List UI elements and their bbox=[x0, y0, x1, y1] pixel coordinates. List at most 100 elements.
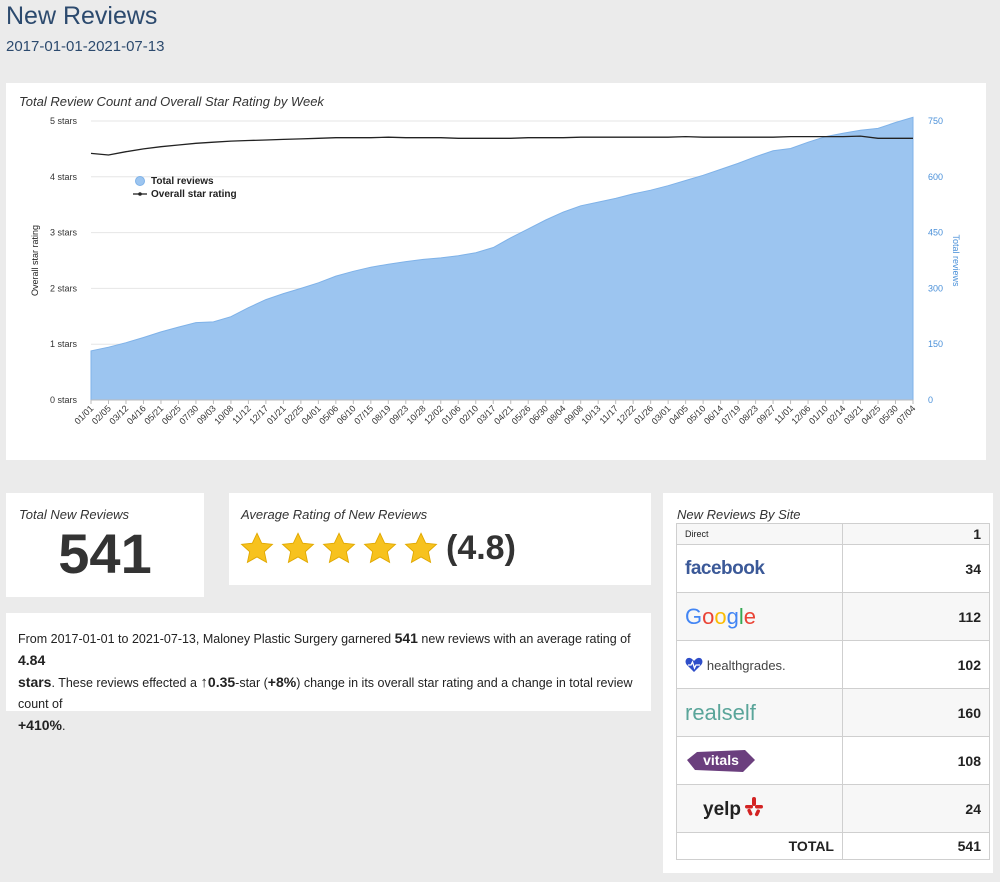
table-row: healthgrades. 102 bbox=[676, 640, 990, 689]
table-row: yelp 24 bbox=[676, 784, 990, 833]
table-row: realself 160 bbox=[676, 688, 990, 737]
svg-text:vitals: vitals bbox=[703, 752, 739, 768]
y-left-axis-title: Overall star rating bbox=[30, 225, 40, 296]
x-tick-label: 12/17 bbox=[247, 403, 270, 426]
x-tick-label: 04/01 bbox=[300, 403, 323, 426]
x-tick-label: 03/17 bbox=[475, 403, 498, 426]
site-count: 24 bbox=[842, 784, 990, 833]
x-tick-label: 05/21 bbox=[142, 403, 165, 426]
x-tick-label: 07/19 bbox=[720, 403, 743, 426]
summary-average: 4.84 bbox=[18, 652, 46, 668]
x-tick-label: 09/03 bbox=[195, 403, 218, 426]
x-tick-label: 05/26 bbox=[510, 403, 533, 426]
star-icon bbox=[240, 531, 274, 563]
star-icon bbox=[404, 531, 438, 563]
total-value: 541 bbox=[842, 832, 990, 860]
site-count: 108 bbox=[842, 736, 990, 785]
review-chart: 0 stars 1 stars 2 stars 3 stars 4 stars 5 sta… bbox=[30, 116, 961, 426]
summary-stars-word: stars bbox=[18, 674, 52, 690]
star-icon bbox=[281, 531, 315, 563]
x-tick-label: 03/21 bbox=[842, 403, 865, 426]
site-count: 102 bbox=[842, 640, 990, 689]
x-tick-label: 08/19 bbox=[370, 403, 393, 426]
y-left-tick-label: 5 stars bbox=[50, 116, 78, 126]
summary-text: . bbox=[61, 719, 66, 733]
y-right-axis-title: Total reviews bbox=[951, 234, 961, 287]
chart-title: Total Review Count and Overall Star Rati… bbox=[19, 94, 324, 109]
x-tick-label: 09/08 bbox=[562, 403, 585, 426]
x-tick-label: 08/23 bbox=[737, 403, 760, 426]
site-count: 34 bbox=[842, 544, 990, 593]
x-tick-label: 03/01 bbox=[650, 403, 673, 426]
total-reviews-card: Total New Reviews 541 bbox=[6, 493, 204, 597]
legend-star-rating-label: Overall star rating bbox=[151, 189, 237, 200]
y-right-tick-label: 0 bbox=[928, 395, 933, 405]
series-total-reviews-area bbox=[90, 116, 914, 401]
up-arrow-icon: ↑ bbox=[200, 674, 208, 691]
summary-text: -star ( bbox=[235, 676, 268, 690]
heart-icon bbox=[685, 657, 703, 672]
reviews-by-site-table: Direct 1 facebook 34 Google 112 healthgr… bbox=[676, 523, 990, 860]
site-count: 160 bbox=[842, 688, 990, 737]
star-rating: (4.8) bbox=[239, 529, 516, 568]
x-tick-label: 01/06 bbox=[440, 403, 463, 426]
y-left-tick-label: 0 stars bbox=[50, 395, 78, 405]
x-tick-label: 04/05 bbox=[667, 403, 690, 426]
x-tick-label: 01/10 bbox=[807, 403, 830, 426]
y-left-tick-label: 4 stars bbox=[50, 172, 78, 182]
summary-percent: +8% bbox=[267, 674, 297, 690]
average-rating-card: Average Rating of New Reviews (4.8) bbox=[229, 493, 651, 585]
x-tick-label: 05/06 bbox=[317, 403, 340, 426]
date-range: 2017-01-01-2021-07-13 bbox=[6, 38, 165, 55]
y-left-tick-label: 2 stars bbox=[50, 283, 78, 293]
summary-text: . These reviews effected a bbox=[51, 676, 201, 690]
realself-logo: realself bbox=[676, 688, 843, 737]
table-row: Google 112 bbox=[676, 592, 990, 641]
x-tick-label: 08/04 bbox=[545, 403, 568, 426]
x-tick-label: 12/02 bbox=[422, 403, 445, 426]
summary-card: From 2017-01-01 to 2021-07-13, Maloney P… bbox=[6, 613, 651, 733]
total-row: TOTAL 541 bbox=[676, 832, 990, 860]
total-reviews-label: Total New Reviews bbox=[19, 507, 130, 522]
legend-total-reviews-label: Total reviews bbox=[151, 176, 214, 187]
average-rating-value: (4.8) bbox=[446, 529, 516, 567]
reviews-by-site-card: New Reviews By Site Direct 1 facebook 34… bbox=[663, 493, 993, 873]
x-tick-label: 12/06 bbox=[789, 403, 812, 426]
x-tick-label: 05/30 bbox=[877, 403, 900, 426]
summary-delta: 0.35 bbox=[207, 674, 236, 690]
x-tick-label: 02/05 bbox=[90, 403, 113, 426]
legend-star-rating-dot bbox=[138, 192, 142, 196]
y-left-tick-label: 1 stars bbox=[50, 339, 78, 349]
healthgrades-logo: healthgrades. bbox=[676, 640, 843, 689]
reviews-by-site-title: New Reviews By Site bbox=[677, 507, 801, 522]
y-right-tick-label: 750 bbox=[928, 116, 943, 126]
average-rating-label: Average Rating of New Reviews bbox=[241, 507, 428, 522]
table-row: facebook 34 bbox=[676, 544, 990, 593]
facebook-logo: facebook bbox=[676, 544, 843, 593]
x-tick-label: 04/16 bbox=[125, 403, 148, 426]
total-reviews-value: 541 bbox=[58, 522, 152, 585]
x-tick-label: 01/21 bbox=[265, 403, 288, 426]
chart-card: 0 stars 1 stars 2 stars 3 stars 4 stars 5 sta… bbox=[6, 83, 986, 460]
x-tick-label: 01/01 bbox=[72, 403, 95, 426]
y-right-tick-label: 300 bbox=[928, 283, 943, 293]
y-right-tick-label: 450 bbox=[928, 228, 943, 238]
x-tick-label: 07/04 bbox=[894, 403, 917, 426]
x-tick-label: 02/10 bbox=[457, 403, 480, 426]
x-tick-label: 02/25 bbox=[282, 403, 305, 426]
x-tick-label: 10/13 bbox=[580, 403, 603, 426]
vitals-logo: vitals bbox=[676, 736, 843, 785]
page-title: New Reviews bbox=[6, 2, 158, 30]
x-tick-label: 09/23 bbox=[387, 403, 410, 426]
yelp-burst-icon bbox=[744, 796, 763, 816]
legend-total-reviews-marker bbox=[135, 176, 145, 186]
y-right-tick-label: 600 bbox=[928, 172, 943, 182]
x-tick-label: 09/27 bbox=[754, 403, 777, 426]
series-star-rating-line bbox=[90, 135, 913, 156]
x-tick-label: 03/12 bbox=[107, 403, 130, 426]
star-icon bbox=[363, 531, 397, 563]
star-icon bbox=[322, 531, 356, 563]
site-count: 112 bbox=[842, 592, 990, 641]
summary-text: new reviews with an average rating of bbox=[417, 632, 631, 646]
y-left-tick-label: 3 stars bbox=[50, 228, 78, 238]
